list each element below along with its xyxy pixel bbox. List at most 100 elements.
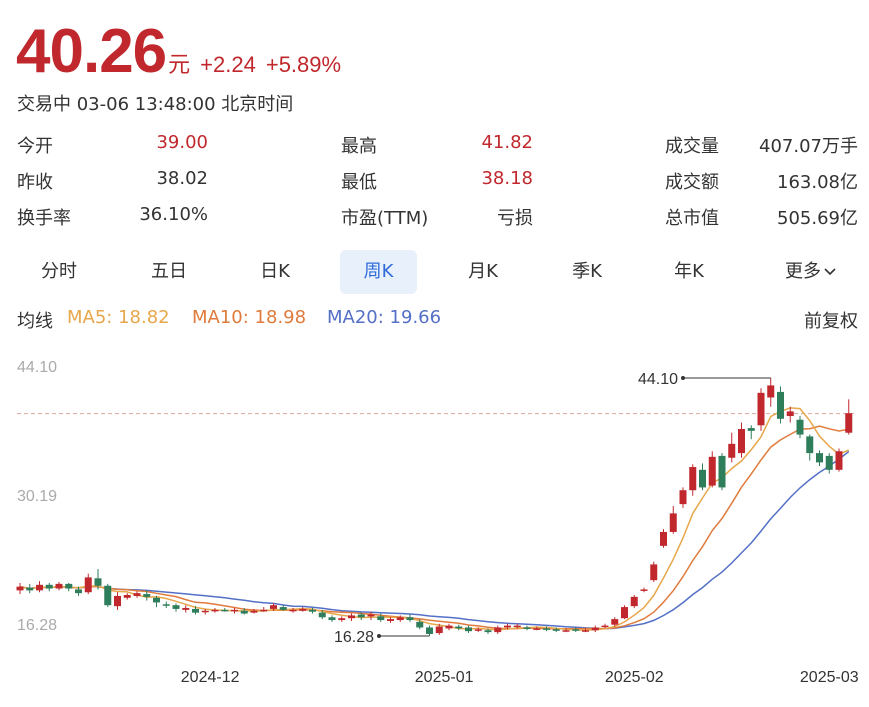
candle-body [94,578,102,586]
stat-value: 505.69亿 [777,208,858,229]
stat-value: 39.00 [156,132,208,153]
x-tick-label: 2025-02 [605,669,664,686]
candle-body [445,625,453,629]
candle-body [338,618,346,621]
tab-more-label: 更多 [785,261,821,282]
price-change: +2.24 [200,52,256,77]
candle-body [299,608,307,611]
candle-body [582,630,589,632]
stat-value: 38.18 [481,168,533,189]
stat-value: 407.07万手 [759,136,858,157]
trading-status: 交易中 03-06 13:48:00 北京时间 [17,94,294,115]
candle-body [465,627,472,632]
candle-body [416,621,424,628]
x-tick-label: 2024-12 [181,669,240,686]
ma10-value: MA10: 18.98 [192,307,307,328]
candle-body [494,627,502,633]
candle-body [796,419,804,435]
stat-label: 最低 [341,172,377,193]
stat-label: 最高 [341,136,377,157]
candle-body [260,609,268,612]
candle-body [699,469,706,488]
candle-body [16,586,24,591]
tab-weekly-k[interactable]: 周K [340,250,417,294]
high-annotation: 44.10 [638,371,678,388]
candle-body [328,617,336,621]
candle-body [845,413,853,433]
stats-row: 今开 39.00 最高 41.82 成交量 407.07万手 [17,130,858,166]
y-tick-label: 44.10 [17,359,57,376]
stat-value: 36.10% [139,204,208,225]
chevron-down-icon [824,268,836,276]
candle-body [650,564,658,581]
candle-body [718,455,726,488]
tab-more[interactable]: 更多 [765,250,857,294]
candle-body [825,455,833,470]
candle-body [123,595,131,598]
tab-daily-k[interactable]: 日K [260,261,290,282]
stats-grid: 今开 39.00 最高 41.82 成交量 407.07万手 昨收 38.02 … [17,130,858,238]
ma10-line [19,425,849,630]
candle-body [611,619,619,625]
candle-body [65,583,73,589]
candle-body [377,616,385,621]
candle-body [279,607,287,610]
candle-body [406,617,414,621]
y-tick-label: 30.19 [17,488,57,505]
tab-yearly-k[interactable]: 年K [674,261,704,282]
candle-body [289,609,297,612]
x-tick-label: 2025-03 [800,669,859,686]
candle-body [757,392,765,426]
candle-body [26,587,34,591]
candle-body [621,607,628,619]
candle-body [523,627,531,629]
candle-body [211,609,219,612]
current-price: 40.26 [16,17,167,86]
candle-body [201,610,209,613]
quote-header: 40.26元 +2.24 +5.89% [16,16,341,87]
ma-label: 均线 [17,311,53,332]
candle-body [192,608,199,613]
tab-quarterly-k[interactable]: 季K [572,261,602,282]
candle-body [250,610,258,613]
candle-body [182,607,190,610]
candle-body [426,627,433,634]
kline-chart[interactable]: 44.10 30.19 16.28 2024-12 2025-01 2025-02 2025… [0,340,869,703]
stat-value: 163.08亿 [777,172,858,193]
candle-body [396,617,404,621]
candle-body [777,391,784,419]
stat-label: 昨收 [17,172,53,193]
ma-legend: 均线 MA5: 18.82 MA10: 18.98 MA20: 19.66 前复… [17,307,858,333]
candle-body [708,456,716,486]
candle-body [474,629,482,631]
y-tick-label: 16.28 [17,617,57,634]
candle-body [816,453,823,463]
adjust-button[interactable]: 前复权 [804,311,858,332]
candle-body [455,626,463,629]
stat-label: 市盈(TTM) [341,208,429,229]
candle-body [679,490,687,505]
candle-body [240,610,248,614]
candle-body [221,609,229,612]
candle-body [36,584,43,591]
tab-monthly-k[interactable]: 月K [468,261,498,282]
stat-value: 亏损 [497,208,533,229]
candle-body [133,593,141,596]
stat-label: 成交量 [665,136,719,157]
candle-body [513,625,521,628]
candle-body [660,531,667,546]
tab-intraday[interactable]: 分时 [41,261,77,282]
ma5-value: MA5: 18.82 [67,307,170,328]
candle-body [806,436,814,454]
candle-body [231,609,238,612]
candle-body [387,619,394,621]
candle-body [55,583,63,589]
candle-body [601,625,609,628]
stats-row: 换手率 36.10% 市盈(TTM) 亏损 总市值 505.69亿 [17,202,858,238]
candle-body [572,629,580,631]
x-tick-label: 2025-01 [415,669,474,686]
candle-body [357,614,365,618]
ma20-line [19,450,850,630]
tab-five-day[interactable]: 五日 [151,261,187,282]
candle-body [153,597,160,603]
